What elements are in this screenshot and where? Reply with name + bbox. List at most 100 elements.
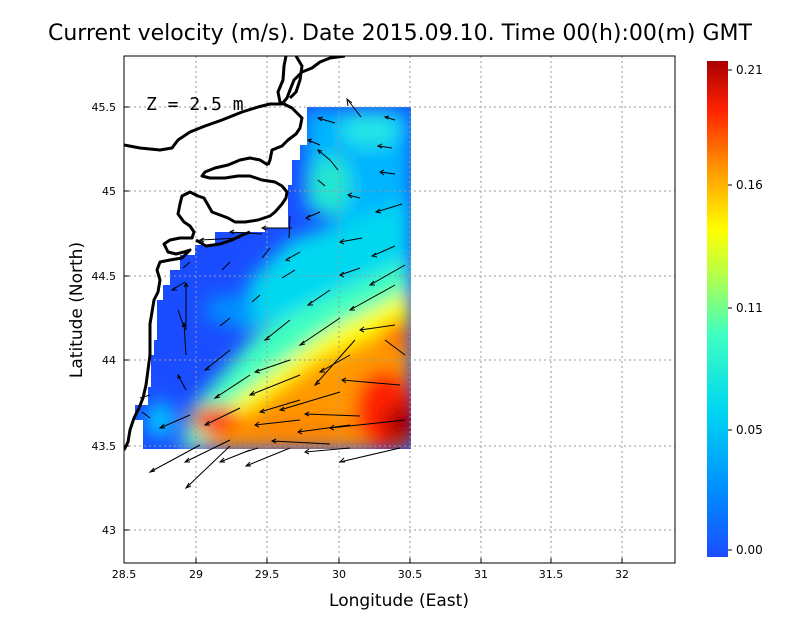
current-arrow (199, 237, 241, 241)
arrowhead (346, 97, 353, 107)
current-arrow (204, 407, 241, 426)
arrowhead (203, 365, 211, 371)
current-arrow (297, 424, 351, 433)
arrowhead (284, 256, 291, 262)
arrowhead (374, 208, 382, 214)
arrowhead (183, 457, 190, 463)
arrowhead (338, 457, 345, 463)
x-tick-label: 32 (615, 568, 629, 581)
arrowhead (183, 281, 189, 288)
axis-tick-marks (124, 106, 623, 563)
current-arrow (149, 444, 201, 473)
arrowhead (213, 393, 221, 399)
current-arrow (299, 317, 341, 346)
current-arrow (254, 419, 301, 426)
arrowhead (347, 192, 353, 199)
current-arrow (307, 289, 331, 306)
colorbar-tick-label: 0.05 (736, 423, 763, 437)
y-tick-labels: 43 43.5 44 44.5 45 45.5 (92, 101, 117, 537)
current-arrow (384, 116, 396, 121)
colorbar: 0.21 0.16 0.11 0.05 0.00 (707, 61, 763, 557)
current-arrow (185, 445, 231, 489)
x-tick-labels: 28.5 29 29.5 30 30.5 31 31.5 32 (112, 568, 629, 581)
current-arrow (259, 399, 301, 413)
arrowhead (317, 149, 323, 155)
arrowhead (260, 225, 267, 231)
arrowhead (258, 408, 266, 414)
chart-title: Current velocity (m/s). Date 2015.09.10.… (48, 21, 753, 46)
y-tick-label: 44 (102, 354, 116, 367)
current-arrow (219, 317, 231, 327)
x-tick-label: 31 (474, 568, 488, 581)
arrowhead (228, 229, 235, 235)
current-arrow (307, 139, 321, 146)
arrowhead (297, 428, 303, 435)
current-arrow (304, 413, 361, 417)
current-arrow (314, 339, 356, 386)
x-tick-label: 30 (332, 568, 346, 581)
current-arrow (339, 267, 361, 276)
current-arrow (317, 117, 336, 124)
current-arrow (304, 447, 351, 453)
arrowhead (307, 138, 313, 144)
arrowhead (304, 448, 310, 455)
x-tick-label: 29 (189, 568, 203, 581)
arrowhead (184, 482, 192, 490)
current-arrow (159, 414, 191, 429)
y-tick-label: 45 (102, 185, 116, 198)
x-axis-label: Longitude (East) (329, 591, 469, 611)
current-arrow (141, 411, 151, 419)
arrowhead (181, 321, 187, 328)
current-arrow (139, 394, 151, 399)
current-arrow (264, 319, 291, 341)
colorbar-ramp (707, 61, 728, 557)
arrowhead (376, 143, 383, 149)
current-arrow (245, 447, 291, 467)
arrowhead (303, 411, 310, 417)
current-arrow (329, 419, 406, 429)
arrowhead (170, 286, 177, 291)
current-arrow (371, 245, 396, 257)
arrowhead (341, 377, 347, 384)
current-arrow (347, 194, 361, 199)
arrowhead (198, 237, 205, 243)
current-arrow (279, 391, 341, 411)
arrowhead (248, 390, 255, 396)
current-arrow (375, 203, 403, 213)
current-arrow (317, 179, 326, 187)
arrowhead (383, 115, 390, 120)
current-arrow (183, 322, 187, 356)
grid-lines (124, 56, 675, 563)
arrowhead (203, 420, 210, 426)
arrowhead (278, 406, 286, 412)
current-arrow (254, 359, 291, 373)
current-arrow (271, 440, 331, 445)
current-arrow (261, 247, 271, 259)
arrowhead (305, 214, 311, 221)
arrowhead (244, 461, 251, 467)
current-arrow (329, 159, 339, 171)
current-arrow (182, 261, 191, 269)
current-arrow (359, 324, 396, 331)
x-tick-label: 29.5 (255, 568, 280, 581)
arrowhead (270, 438, 277, 444)
arrowhead (359, 326, 365, 333)
current-arrow (251, 294, 261, 303)
colorbar-tick-label: 0.21 (736, 63, 763, 77)
current-arrow (214, 374, 251, 399)
x-tick-label: 28.5 (112, 568, 137, 581)
current-arrow (339, 237, 363, 243)
colorbar-tick-label: 0.00 (736, 543, 763, 557)
arrowhead (313, 379, 321, 387)
current-arrow (204, 349, 231, 371)
x-tick-label: 31.5 (539, 568, 564, 581)
arrowhead (368, 280, 375, 286)
y-tick-label: 43 (102, 524, 116, 537)
current-arrow (369, 264, 406, 286)
arrowhead (379, 169, 385, 176)
arrowhead (339, 271, 345, 278)
arrowhead (218, 457, 225, 463)
x-tick-label: 30.5 (398, 568, 423, 581)
current-vectors (139, 97, 406, 490)
